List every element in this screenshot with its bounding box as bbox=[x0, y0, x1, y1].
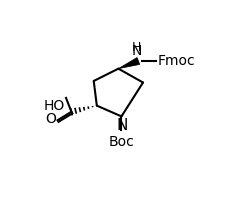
Text: Fmoc: Fmoc bbox=[158, 54, 195, 68]
Text: Boc: Boc bbox=[108, 135, 134, 149]
Text: N: N bbox=[132, 44, 142, 58]
Text: N: N bbox=[117, 118, 128, 133]
Text: H: H bbox=[132, 41, 141, 54]
Text: O: O bbox=[45, 112, 56, 126]
Polygon shape bbox=[118, 58, 140, 69]
Text: HO: HO bbox=[43, 99, 65, 113]
